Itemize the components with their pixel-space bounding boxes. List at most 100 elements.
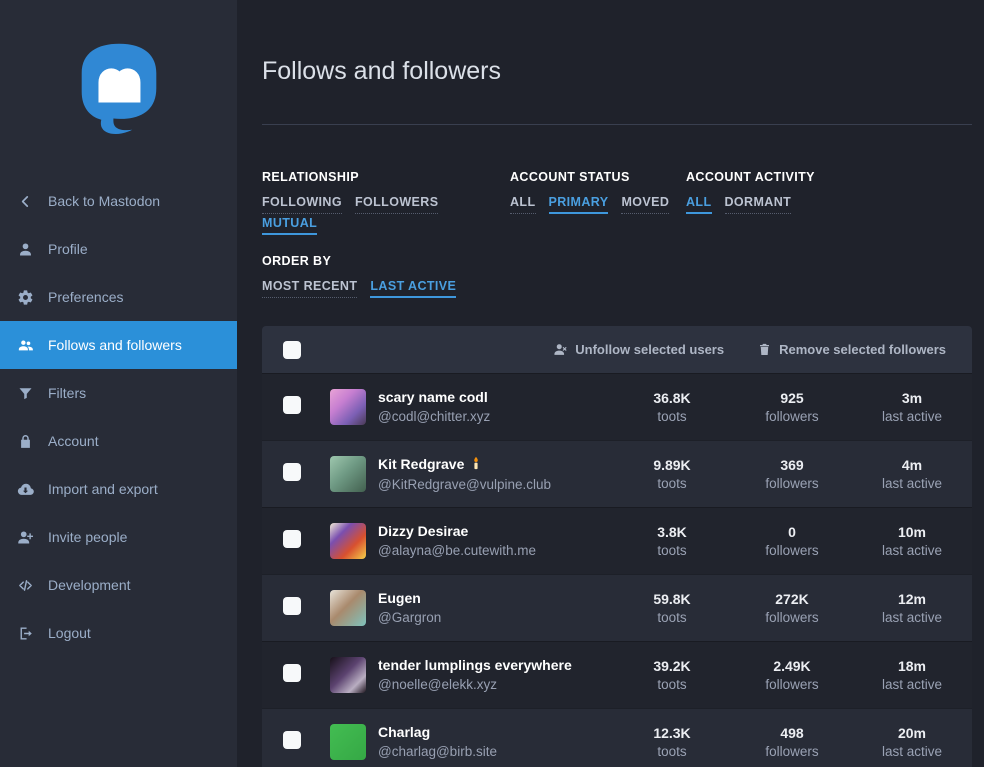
last-active-value: 12m bbox=[897, 590, 927, 607]
sidebar-item-invite-people[interactable]: Invite people bbox=[0, 513, 237, 561]
filter-option-followers[interactable]: FOLLOWERS bbox=[354, 195, 439, 214]
sidebar-item-label: Account bbox=[48, 433, 99, 449]
toots-label: toots bbox=[657, 743, 687, 759]
row-checkbox[interactable] bbox=[283, 463, 301, 481]
last-active-value: 18m bbox=[897, 657, 927, 674]
display-name: scary name codl bbox=[378, 389, 490, 406]
unfollow-selected-users-button[interactable]: Unfollow selected users bbox=[553, 342, 724, 357]
sidebar-item-label: Development bbox=[48, 577, 131, 593]
last-active-label: last active bbox=[881, 743, 943, 759]
display-name: tender lumplings everywhere bbox=[378, 657, 572, 674]
filter-option-mutual[interactable]: MUTUAL bbox=[262, 216, 318, 235]
sidebar-item-account[interactable]: Account bbox=[0, 417, 237, 465]
row-checkbox[interactable] bbox=[283, 530, 301, 548]
filter-option-primary[interactable]: PRIMARY bbox=[548, 195, 609, 214]
toots-value: 9.89K bbox=[653, 456, 691, 473]
lock-icon bbox=[15, 433, 35, 450]
sidebar-nav: Back to Mastodon Profile Preferences Follow… bbox=[0, 177, 237, 657]
sidebar-item-profile[interactable]: Profile bbox=[0, 225, 237, 273]
mastodon-logo[interactable] bbox=[0, 0, 237, 177]
user-x-icon bbox=[553, 342, 568, 357]
avatar bbox=[330, 724, 366, 760]
filter-group-account-activity: ACCOUNT ACTIVITY ALL DORMANT bbox=[686, 170, 972, 235]
filter-heading: RELATIONSHIP bbox=[262, 170, 359, 184]
user-meta: tender lumplings everywhere @noelle@elekk… bbox=[378, 657, 572, 693]
followers-value: 369 bbox=[780, 456, 804, 473]
last-active-cell: 3m last active bbox=[852, 390, 972, 425]
filter-heading: ORDER BY bbox=[262, 254, 332, 268]
row-checkbox[interactable] bbox=[283, 597, 301, 615]
filter-option-last-active[interactable]: LAST ACTIVE bbox=[370, 279, 457, 298]
last-active-cell: 18m last active bbox=[852, 658, 972, 693]
sidebar-item-filters[interactable]: Filters bbox=[0, 369, 237, 417]
toots-cell: 12.3K toots bbox=[612, 725, 732, 760]
user-meta: Kit Redgrave @KitRedgrave@vulpine.club bbox=[378, 456, 551, 493]
followers-cell: 498 followers bbox=[732, 725, 852, 760]
last-active-value: 10m bbox=[897, 523, 927, 540]
toots-value: 36.8K bbox=[653, 389, 691, 406]
sidebar-item-back-to-mastodon[interactable]: Back to Mastodon bbox=[0, 177, 237, 225]
table-row: Dizzy Desirae @alayna@be.cutewith.me 3.8K t… bbox=[262, 507, 972, 574]
table-row: tender lumplings everywhere @noelle@elekk… bbox=[262, 641, 972, 708]
filter-group-order-by: ORDER BY MOST RECENT LAST ACTIVE bbox=[262, 254, 972, 298]
toots-value: 59.8K bbox=[653, 590, 691, 607]
last-active-label: last active bbox=[881, 542, 943, 558]
filter-option-all[interactable]: ALL bbox=[510, 195, 536, 214]
last-active-value: 20m bbox=[897, 724, 927, 741]
sidebar-item-label: Profile bbox=[48, 241, 88, 257]
row-checkbox[interactable] bbox=[283, 731, 301, 749]
user-icon bbox=[15, 241, 35, 258]
code-icon bbox=[15, 577, 35, 594]
filter-option-most-recent[interactable]: MOST RECENT bbox=[262, 279, 358, 298]
chevron-left-icon bbox=[15, 193, 35, 210]
page-title: Follows and followers bbox=[262, 56, 972, 125]
sidebar-item-follows-and-followers[interactable]: Follows and followers bbox=[0, 321, 237, 369]
account-handle: @noelle@elekk.xyz bbox=[378, 677, 497, 692]
followers-label: followers bbox=[765, 609, 819, 625]
filters: RELATIONSHIP FOLLOWING FOLLOWERS MUTUAL ACCO… bbox=[262, 170, 972, 298]
filter-heading: ACCOUNT STATUS bbox=[510, 170, 630, 184]
filter-options: ALL PRIMARY MOVED bbox=[510, 193, 686, 214]
row-checkbox[interactable] bbox=[283, 396, 301, 414]
user-cell: Dizzy Desirae @alayna@be.cutewith.me bbox=[318, 523, 612, 559]
action-buttons: Unfollow selected users Remove selected f… bbox=[553, 342, 972, 357]
table-row: Eugen @Gargron 59.8K toots 272K followers 12m l… bbox=[262, 574, 972, 641]
toots-cell: 9.89K toots bbox=[612, 457, 732, 492]
followers-cell: 369 followers bbox=[732, 457, 852, 492]
filter-options: FOLLOWING FOLLOWERS MUTUAL bbox=[262, 193, 510, 235]
filter-option-all[interactable]: ALL bbox=[686, 195, 712, 214]
remove-selected-followers-button[interactable]: Remove selected followers bbox=[757, 342, 946, 357]
followers-cell: 272K followers bbox=[732, 591, 852, 626]
avatar bbox=[330, 657, 366, 693]
user-plus-icon bbox=[15, 529, 35, 546]
filter-option-dormant[interactable]: DORMANT bbox=[724, 195, 792, 214]
row-checkbox-cell bbox=[262, 530, 318, 552]
sidebar-item-preferences[interactable]: Preferences bbox=[0, 273, 237, 321]
sidebar-item-development[interactable]: Development bbox=[0, 561, 237, 609]
sidebar-item-logout[interactable]: Logout bbox=[0, 609, 237, 657]
account-handle: @Gargron bbox=[378, 610, 442, 625]
display-name-text: Kit Redgrave bbox=[378, 456, 465, 472]
avatar bbox=[330, 389, 366, 425]
sidebar-item-label: Logout bbox=[48, 625, 91, 641]
user-cell: scary name codl @codl@chitter.xyz bbox=[318, 389, 612, 425]
toots-label: toots bbox=[657, 609, 687, 625]
select-all-checkbox[interactable] bbox=[283, 340, 301, 359]
users-icon bbox=[15, 337, 35, 354]
filter-option-following[interactable]: FOLLOWING bbox=[262, 195, 342, 214]
sidebar-item-label: Invite people bbox=[48, 529, 128, 545]
account-handle: @charlag@birb.site bbox=[378, 744, 497, 759]
display-name: Eugen bbox=[378, 590, 441, 607]
filter-options: ALL DORMANT bbox=[686, 193, 972, 214]
row-checkbox[interactable] bbox=[283, 664, 301, 682]
filter-option-moved[interactable]: MOVED bbox=[621, 195, 670, 214]
row-checkbox-cell bbox=[262, 664, 318, 686]
main-content: Follows and followers RELATIONSHIP FOLLOW… bbox=[237, 0, 984, 767]
logout-icon bbox=[15, 625, 35, 642]
toots-cell: 59.8K toots bbox=[612, 591, 732, 626]
sidebar-item-import-and-export[interactable]: Import and export bbox=[0, 465, 237, 513]
table-action-row: Unfollow selected users Remove selected f… bbox=[262, 326, 972, 373]
table-row: scary name codl @codl@chitter.xyz 36.8K too… bbox=[262, 373, 972, 440]
last-active-label: last active bbox=[881, 408, 943, 424]
